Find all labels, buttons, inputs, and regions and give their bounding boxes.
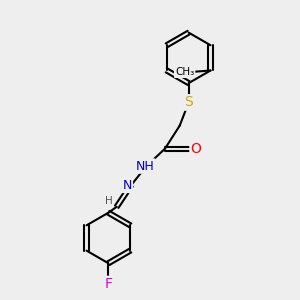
Text: N: N (122, 179, 132, 192)
Text: S: S (184, 95, 193, 110)
Text: O: O (190, 142, 202, 156)
Text: H: H (104, 196, 112, 206)
Text: NH: NH (136, 160, 154, 172)
Text: F: F (104, 277, 112, 291)
Text: CH₃: CH₃ (175, 67, 194, 77)
